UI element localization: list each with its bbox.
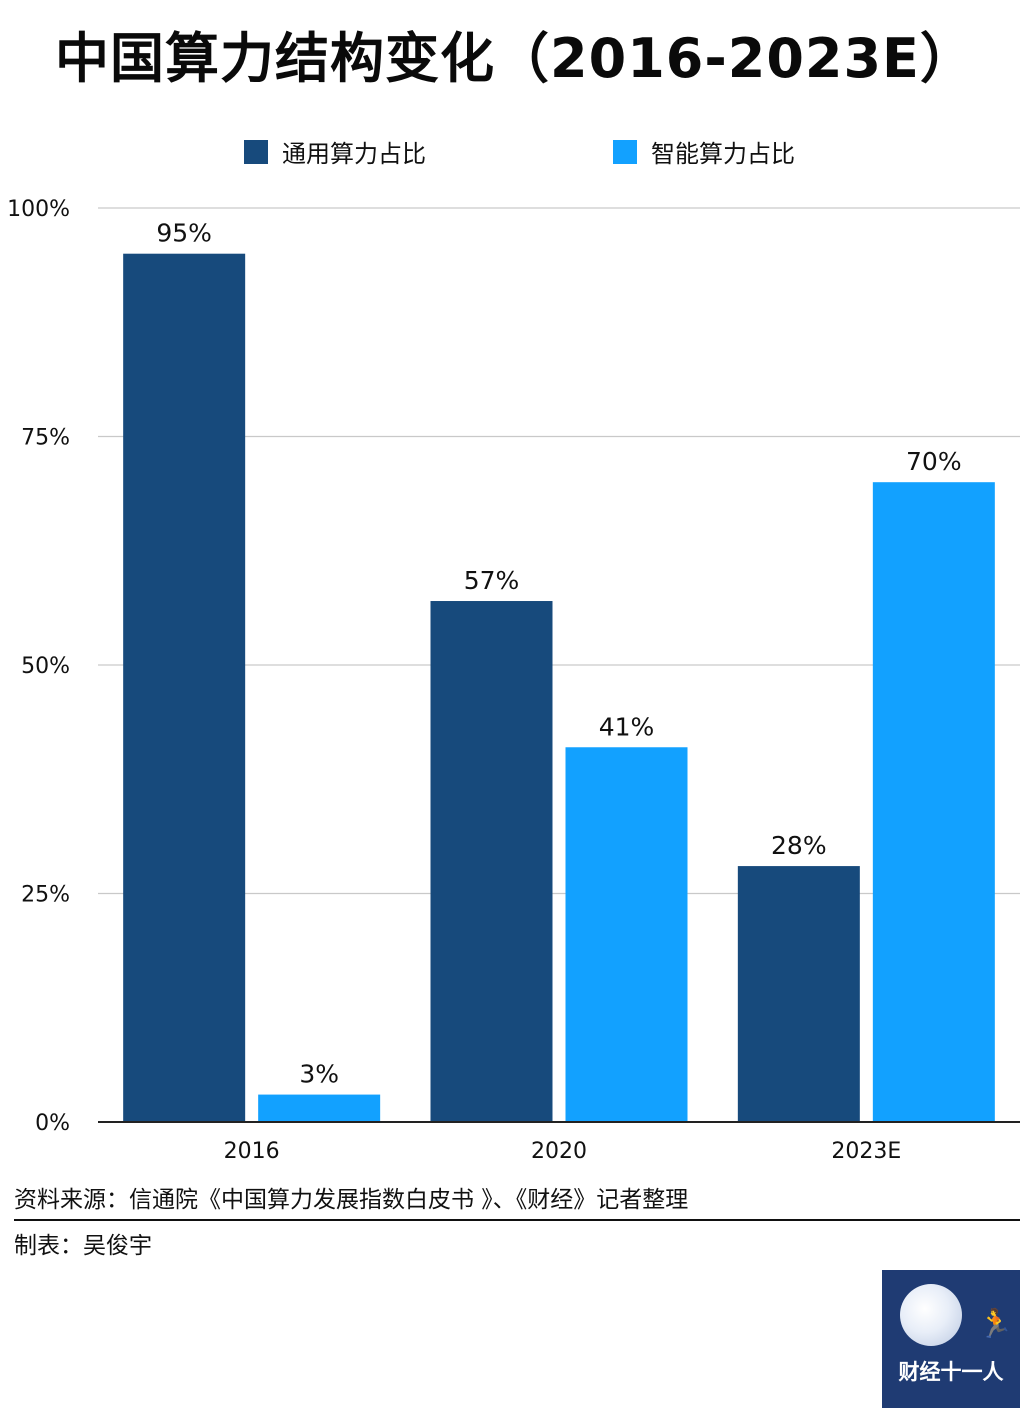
chart-title: 中国算力结构变化（2016-2023E） (55, 27, 975, 90)
x-tick-label: 2016 (224, 1139, 280, 1164)
bar (565, 747, 688, 1122)
x-tick-label: 2023E (831, 1139, 901, 1164)
data-label: 57% (464, 566, 520, 595)
data-label: 70% (906, 447, 962, 476)
legend-label-intelligent: 智能算力占比 (651, 140, 795, 168)
y-tick-label: 50% (21, 654, 70, 679)
data-label: 28% (771, 831, 827, 860)
legend-label-general: 通用算力占比 (282, 140, 426, 168)
maker-note: 制表：吴俊宇 (14, 1233, 152, 1259)
legend-item-intelligent: 智能算力占比 (613, 134, 795, 169)
divider (14, 1219, 1020, 1221)
bar (737, 866, 860, 1122)
bar (123, 253, 246, 1122)
bar (430, 601, 553, 1122)
globe-icon (900, 1284, 962, 1346)
y-tick-label: 0% (35, 1111, 70, 1136)
bar (258, 1094, 381, 1122)
y-tick-label: 100% (7, 197, 70, 222)
data-label: 95% (156, 219, 212, 248)
y-tick-label: 25% (21, 883, 70, 908)
x-tick-label: 2020 (531, 1139, 587, 1164)
legend: 通用算力占比 智能算力占比 (0, 134, 1030, 168)
bar-chart: 0% 25% 50% 75% 100% 95% 3% 2016 57% 41% 2020 28% 70%… (7, 197, 1020, 1164)
runner-icon: 🏃 (978, 1307, 1013, 1340)
y-tick-label: 75% (21, 426, 70, 451)
logo-text: 财经十一人 (898, 1360, 1004, 1384)
brand-logo: 🏃 财经十一人 (882, 1270, 1020, 1408)
bar (872, 482, 995, 1122)
legend-swatch-general (244, 139, 268, 164)
legend-item-general: 通用算力占比 (244, 134, 426, 169)
data-label: 3% (299, 1060, 339, 1089)
legend-swatch-intelligent (613, 139, 637, 164)
data-label: 41% (599, 712, 655, 741)
source-note: 资料来源：信通院《中国算力发展指数白皮书 》、《财经》记者整理 (14, 1187, 689, 1213)
